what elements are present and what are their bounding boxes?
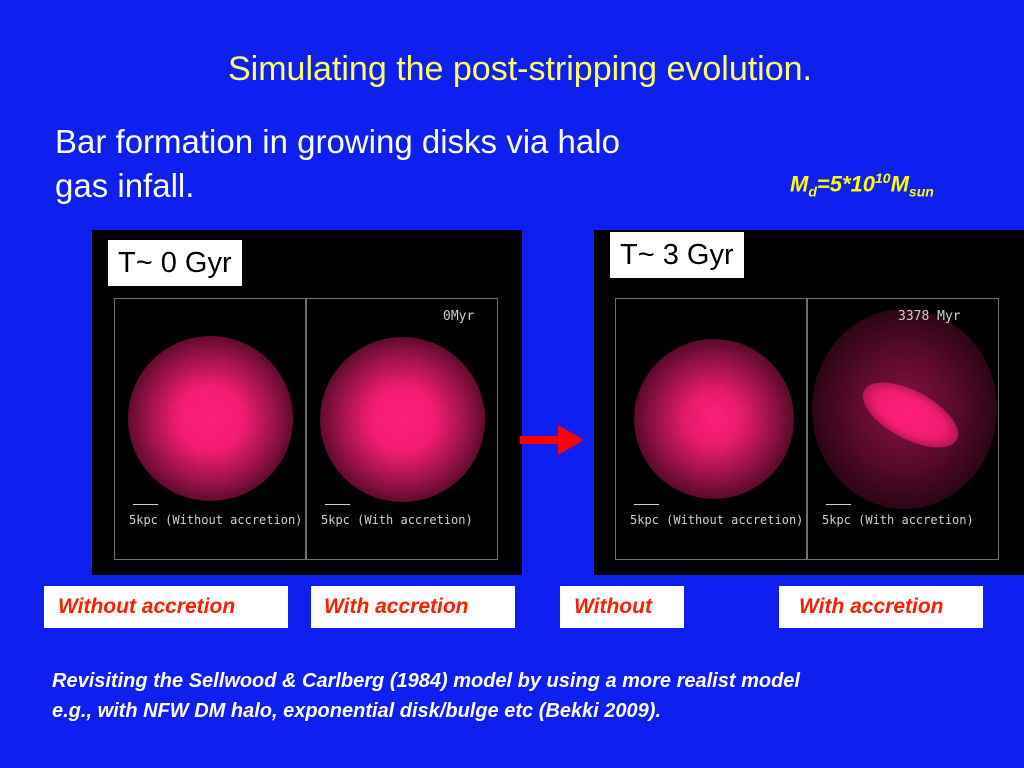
footer-line-1: Revisiting the Sellwood & Carlberg (1984… [52, 670, 800, 692]
sim-caption: 5kpc (Without accretion) [630, 513, 804, 527]
slide-subtitle: Bar formation in growing disks via halo … [55, 123, 620, 204]
footer-note: Revisiting the Sellwood & Carlberg (1984… [52, 666, 1022, 726]
sim-timestamp: 3378 Myr [898, 309, 961, 324]
sim-caption: 5kpc (Without accretion) [129, 513, 303, 527]
sim-frame-with-accretion-t0: 0Myr 5kpc (With accretion) [306, 298, 498, 560]
mass-subscript: d [808, 183, 817, 200]
disk-mass-formula: Md=5*1010Msun [790, 170, 934, 200]
time-label-t3: T~ 3 Gyr [610, 232, 744, 278]
label-with-accretion-t0: With accretion [311, 586, 515, 628]
label-without-accretion-t0: Without accretion [44, 586, 288, 628]
simulation-panel-t0: 5kpc (Without accretion) 0Myr 5kpc (With… [92, 230, 522, 575]
scale-bar [826, 504, 851, 505]
galaxy-disk [320, 337, 485, 502]
galaxy-disk [128, 336, 293, 501]
mass-value: =5*10 [816, 171, 876, 197]
sim-caption: 5kpc (With accretion) [321, 513, 473, 527]
label-without-t3: Without [560, 586, 684, 628]
galaxy-disk [634, 339, 794, 499]
footer-line-2: e.g., with NFW DM halo, exponential disk… [52, 700, 662, 722]
mass-symbol: M [790, 171, 809, 197]
time-label-t0: T~ 0 Gyr [108, 240, 242, 286]
mass-exponent: 10 [875, 170, 891, 186]
arrow-right-icon [520, 425, 584, 455]
scale-bar [634, 504, 659, 505]
sim-caption: 5kpc (With accretion) [822, 513, 974, 527]
simulation-panel-t3: 5kpc (Without accretion) 3378 Myr 5kpc (… [594, 230, 1024, 575]
sim-frame-without-accretion-t0: 5kpc (Without accretion) [114, 298, 306, 560]
mass-symbol-2: M [890, 171, 909, 197]
slide-title: Simulating the post-stripping evolution. [228, 50, 812, 88]
sim-frame-without-accretion-t3: 5kpc (Without accretion) [615, 298, 807, 560]
sim-timestamp: 0Myr [443, 309, 475, 324]
label-with-accretion-t3: With accretion [779, 586, 983, 628]
scale-bar [325, 504, 350, 505]
mass-subscript-sun: sun [908, 183, 934, 200]
sim-frame-with-accretion-t3: 3378 Myr 5kpc (With accretion) [807, 298, 999, 560]
scale-bar [133, 504, 158, 505]
